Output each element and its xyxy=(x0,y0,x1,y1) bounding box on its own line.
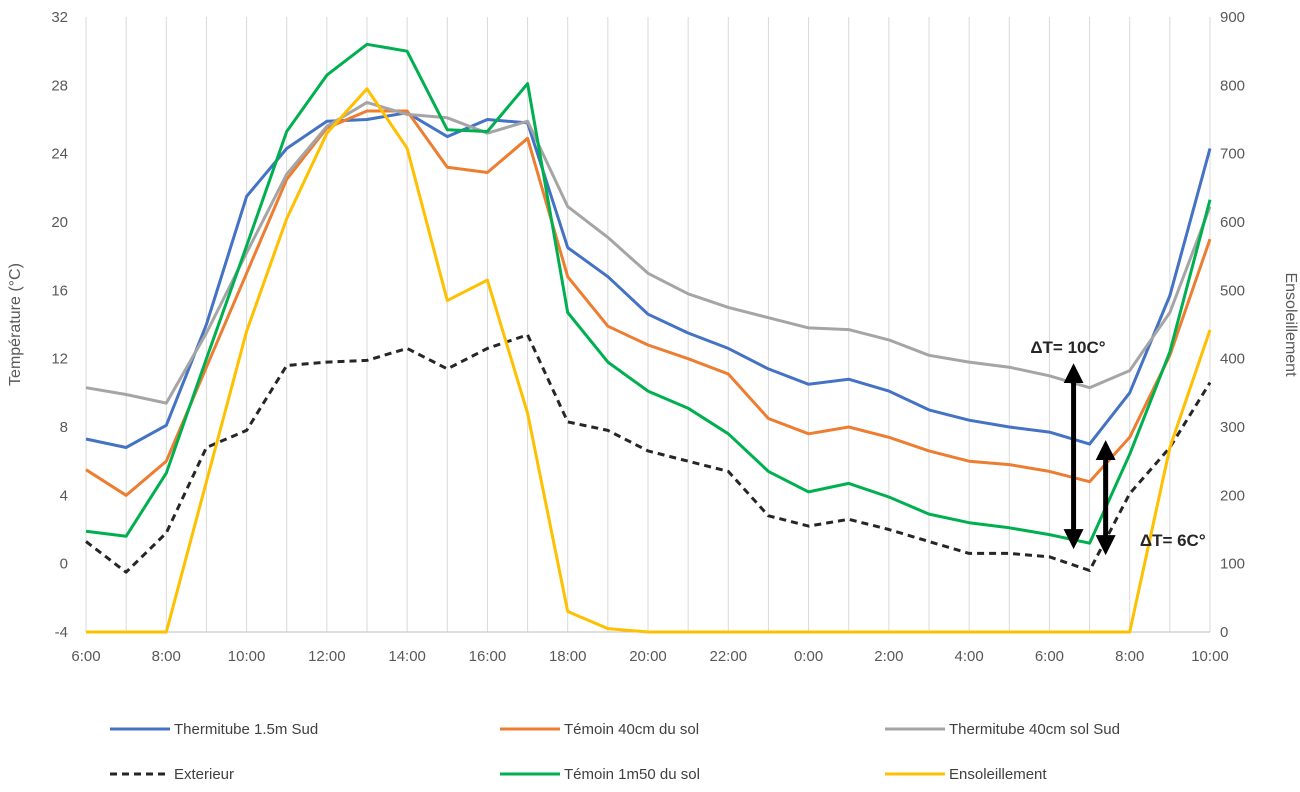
y-tick-label: 8 xyxy=(60,419,68,436)
legend-label: Ensoleillement xyxy=(949,766,1047,783)
y2-tick-label: 500 xyxy=(1220,282,1245,299)
y-tick-label: -4 xyxy=(55,624,68,641)
x-tick-label: 0:00 xyxy=(794,648,823,665)
series-line xyxy=(85,109,1212,497)
y-tick-label: 24 xyxy=(51,146,68,163)
delta-6-label: ΔT= 6C° xyxy=(1140,531,1206,550)
y-tick-label: 32 xyxy=(51,9,68,26)
annotations: ΔT= 10C° ΔT= 6C° xyxy=(1030,338,1206,556)
y2-tick-label: 700 xyxy=(1220,146,1245,163)
grid-lines xyxy=(85,17,1211,633)
y-tick-label: 16 xyxy=(51,282,68,299)
x-tick-label: 18:00 xyxy=(549,648,587,665)
y2-tick-label: 600 xyxy=(1220,214,1245,231)
legend-label: Exterieur xyxy=(174,766,234,783)
y-axis-ticks: -4 0 4 8 12 16 20 24 28 32 xyxy=(51,9,68,641)
x-tick-label: 20:00 xyxy=(629,648,667,665)
x-tick-label: 10:00 xyxy=(228,648,266,665)
x-tick-label: 2:00 xyxy=(874,648,903,665)
y-tick-label: 0 xyxy=(60,556,68,573)
legend: Thermitube 1.5m Sud Témoin 40cm du sol The… xyxy=(110,721,1120,783)
series-line xyxy=(85,42,1212,545)
x-axis-ticks: 6:00 8:00 10:00 12:00 14:00 16:00 18:00 20:00 22… xyxy=(71,648,1228,665)
x-tick-label: 6:00 xyxy=(1035,648,1064,665)
y-tick-label: 20 xyxy=(51,214,68,231)
y2-axis-ticks: 0 100 200 300 400 500 600 700 800 900 xyxy=(1220,9,1245,641)
legend-label: Témoin 40cm du sol xyxy=(564,721,699,738)
x-tick-label: 22:00 xyxy=(710,648,748,665)
x-tick-label: 8:00 xyxy=(1115,648,1144,665)
y2-tick-label: 100 xyxy=(1220,556,1245,573)
y2-axis-title: Ensoleillement xyxy=(1282,272,1299,377)
y-tick-label: 12 xyxy=(51,351,68,368)
legend-label: Témoin 1m50 du sol xyxy=(564,766,700,783)
y2-tick-label: 900 xyxy=(1220,9,1245,26)
series-line xyxy=(85,100,1212,405)
y2-tick-label: 400 xyxy=(1220,351,1245,368)
delta-10-label: ΔT= 10C° xyxy=(1030,338,1105,357)
y2-tick-label: 800 xyxy=(1220,77,1245,94)
series-lines xyxy=(85,42,1212,634)
x-tick-label: 6:00 xyxy=(71,648,100,665)
y2-tick-label: 0 xyxy=(1220,624,1228,641)
series-line xyxy=(85,333,1212,574)
y-tick-label: 4 xyxy=(60,487,68,504)
x-tick-label: 10:00 xyxy=(1191,648,1229,665)
x-tick-label: 4:00 xyxy=(955,648,984,665)
y2-tick-label: 300 xyxy=(1220,419,1245,436)
y-axis-title: Température (°C) xyxy=(7,263,24,386)
x-tick-label: 8:00 xyxy=(152,648,181,665)
legend-label: Thermitube 1.5m Sud xyxy=(174,721,318,738)
legend-label: Thermitube 40cm sol Sud xyxy=(949,721,1120,738)
y-tick-label: 28 xyxy=(51,77,68,94)
x-tick-label: 14:00 xyxy=(388,648,426,665)
x-tick-label: 16:00 xyxy=(469,648,507,665)
y2-tick-label: 200 xyxy=(1220,487,1245,504)
series-line xyxy=(85,111,1212,449)
x-tick-label: 12:00 xyxy=(308,648,346,665)
series-line xyxy=(86,87,1212,634)
